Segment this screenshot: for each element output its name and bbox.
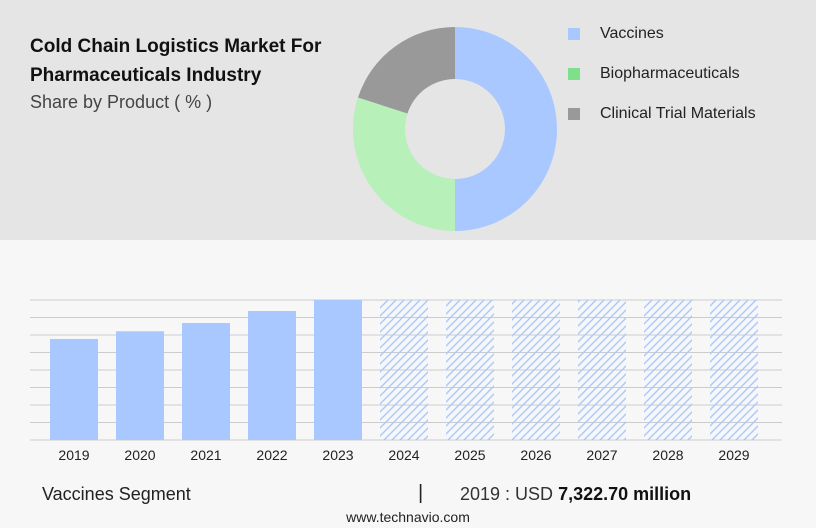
x-tick-label-2026: 2026 [520, 447, 551, 463]
donut-slice-biopharmaceuticals [353, 97, 455, 231]
website-link[interactable]: www.technavio.com [346, 509, 470, 525]
bar-2025 [446, 300, 494, 440]
donut-slice-vaccines [455, 27, 557, 231]
chart-subtitle: Share by Product ( % ) [30, 92, 213, 112]
x-tick-label-2021: 2021 [190, 447, 221, 463]
bar-2027 [578, 300, 626, 440]
x-tick-label-2022: 2022 [256, 447, 287, 463]
x-tick-label-2019: 2019 [58, 447, 89, 463]
chart-title: Cold Chain Logistics Market For Pharmace… [30, 36, 322, 86]
bar-2024 [380, 300, 428, 440]
bar-2028 [644, 300, 692, 440]
legend-label-clinical-trial-materials: Clinical Trial Materials [600, 105, 756, 122]
legend-swatch-clinical-trial-materials [568, 108, 580, 120]
segment-label: Vaccines Segment [42, 484, 191, 504]
donut-chart [353, 27, 557, 231]
bar-2019 [50, 338, 98, 440]
bar-2029 [710, 300, 758, 440]
legend-item-vaccines: Vaccines [568, 14, 756, 54]
x-tick-label-2028: 2028 [652, 447, 683, 463]
legend-swatch-biopharmaceuticals [568, 68, 580, 80]
segment-year-label: 2019 : USD [460, 484, 554, 504]
legend-item-biopharmaceuticals: Biopharmaceuticals [568, 54, 756, 94]
legend-item-clinical-trial-materials: Clinical Trial Materials [568, 94, 756, 134]
bar-2021 [182, 323, 230, 440]
donut-slice-clinical-trial-materials [357, 27, 455, 114]
footer-separator: | [418, 482, 424, 504]
bar-2020 [116, 331, 164, 440]
x-tick-label-2024: 2024 [388, 447, 419, 463]
x-tick-label-2029: 2029 [718, 447, 749, 463]
segment-value: 2019 : USD 7,322.70 million [460, 484, 691, 505]
legend: Vaccines Biopharmaceuticals Clinical Tri… [568, 14, 756, 134]
bar-2026 [512, 300, 560, 440]
bar-2023 [314, 300, 362, 440]
legend-label-biopharmaceuticals: Biopharmaceuticals [600, 65, 740, 82]
legend-label-vaccines: Vaccines [600, 25, 664, 42]
x-tick-label-2025: 2025 [454, 447, 485, 463]
x-tick-label-2020: 2020 [124, 447, 155, 463]
legend-swatch-vaccines [568, 28, 580, 40]
bar-2022 [248, 311, 296, 440]
x-tick-label-2027: 2027 [586, 447, 617, 463]
segment-value-amount: 7,322.70 million [558, 484, 692, 504]
bar-chart: 2019 2020 2021 2022 2023 2024 2025 2026 2027 2028… [30, 299, 782, 463]
x-tick-label-2023: 2023 [322, 447, 353, 463]
